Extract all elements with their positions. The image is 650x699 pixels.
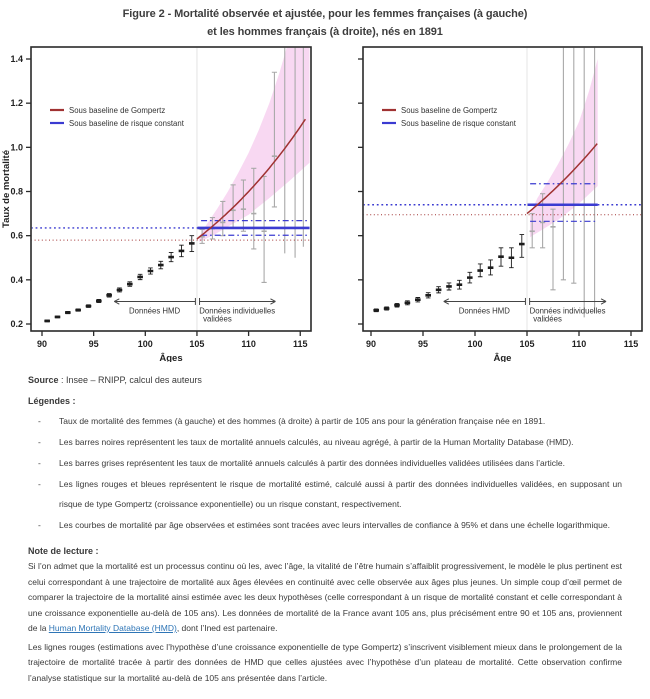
y-tick-label: 0.6 <box>10 231 23 241</box>
legend-constant-label: Sous baseline de risque constant <box>69 119 185 128</box>
charts-row: 90 95 100 105 110 115 Âges 0.2 0.4 0.6 0.8 1.0 1.2 1.… <box>0 44 650 367</box>
x-tick-label: 95 <box>418 339 428 349</box>
legend-item: Taux de mortalité des femmes (à gauche) … <box>28 411 622 431</box>
validees-label: validées <box>533 314 562 323</box>
x-axis: 90 95 100 105 110 115 Âge <box>366 331 639 364</box>
y-axis: 0.2 0.4 0.6 0.8 1.0 1.2 1.4 Taux de mortalité <box>1 54 31 329</box>
hmd-series <box>373 234 525 313</box>
chart-femmes: 90 95 100 105 110 115 Âges 0.2 0.4 0.6 0.8 1.0 1.2 1.… <box>0 44 330 367</box>
x-tick-label: 100 <box>138 339 153 349</box>
y-tick-label: 1.2 <box>10 98 23 108</box>
validees-label: validées <box>203 314 232 323</box>
legend-constant-label: Sous baseline de risque constant <box>401 119 517 128</box>
confidence-band <box>199 47 310 242</box>
gompertz-curve <box>526 143 598 215</box>
legend-gompertz-label: Sous baseline de Gompertz <box>69 106 165 115</box>
legend-item: Les courbes de mortalité par âge observé… <box>28 515 622 535</box>
x-tick-label: 115 <box>624 339 639 349</box>
figure-title: Figure 2 - Mortalité observée et ajustée… <box>0 0 650 41</box>
chart-legend: Sous baseline de Gompertz Sous baseline d… <box>382 106 517 128</box>
caption-block: Source : Insee – RNIPP, calcul des auteu… <box>0 375 650 686</box>
legend-item: Les barres noires représentent les taux … <box>28 432 622 452</box>
donnees-individuelles-label: Données individuelles <box>530 306 606 315</box>
y-tick-label: 0.2 <box>10 319 23 329</box>
gompertz-curve <box>196 118 307 240</box>
hmd-series <box>44 235 195 323</box>
y-axis <box>358 58 363 325</box>
hmd-link[interactable]: Human Mortality Database (HMD) <box>48 623 177 633</box>
x-tick-label: 90 <box>366 339 376 349</box>
chart-legend: Sous baseline de Gompertz Sous baseline d… <box>50 106 185 128</box>
y-tick-label: 1.4 <box>10 54 23 64</box>
note-heading: Note de lecture : <box>28 546 99 556</box>
legend-item: Les lignes rouges et bleues représentent… <box>28 474 622 514</box>
x-axis: 90 95 100 105 110 115 Âges <box>37 331 308 364</box>
x-tick-label: 95 <box>89 339 99 349</box>
y-tick-label: 0.8 <box>10 187 23 197</box>
source-line: Source : Insee – RNIPP, calcul des auteu… <box>28 375 622 385</box>
figure-title-line2: et les hommes français (à droite), nés e… <box>207 26 443 38</box>
legend-gompertz-label: Sous baseline de Gompertz <box>401 106 497 115</box>
x-axis-title: Âges <box>159 352 182 362</box>
plot-frame <box>30 46 312 332</box>
legends-heading: Légendes : <box>28 396 76 406</box>
note-p1-post: , dont l’Ined est partenaire. <box>176 623 278 633</box>
x-tick-label: 110 <box>241 339 256 349</box>
y-axis-title: Taux de mortalité <box>1 150 12 228</box>
source-label: Source <box>28 375 59 385</box>
x-tick-label: 115 <box>293 339 308 349</box>
confidence-band <box>530 59 598 238</box>
plot-data <box>363 47 642 331</box>
x-axis-title: Âge <box>494 352 512 362</box>
plot-frame <box>362 46 643 332</box>
chart-hommes: 90 95 100 105 110 115 Âge Sous baseline de Gomp… <box>330 44 650 367</box>
y-tick-label: 1.0 <box>10 142 23 152</box>
x-tick-label: 100 <box>467 339 482 349</box>
validated-series <box>529 47 596 318</box>
x-tick-label: 110 <box>572 339 587 349</box>
figure-title-line1: Figure 2 - Mortalité observée et ajustée… <box>122 8 528 20</box>
source-text: : Insee – RNIPP, calcul des auteurs <box>58 375 202 385</box>
donnees-hmd-label: Données HMD <box>129 306 181 315</box>
annotation-arrows <box>114 297 276 305</box>
chart-svg-hommes: 90 95 100 105 110 115 Âge Sous baseline de Gomp… <box>358 46 643 364</box>
note-p1-pre: Si l’on admet que la mortalité est un pr… <box>28 561 622 633</box>
donnees-hmd-label: Données HMD <box>459 306 511 315</box>
annotation-arrows <box>443 297 607 305</box>
donnees-individuelles-label: Données individuelles <box>199 306 275 315</box>
y-tick-label: 0.4 <box>10 275 23 285</box>
note-paragraph-1: Si l’on admet que la mortalité est un pr… <box>28 559 622 637</box>
plot-data <box>31 47 311 331</box>
note-paragraph-2: Les lignes rouges (estimations avec l’hy… <box>28 641 622 683</box>
x-tick-label: 105 <box>519 339 534 349</box>
legend-item: Les barres grises représentent les taux … <box>28 453 622 473</box>
chart-svg-femmes: 90 95 100 105 110 115 Âges 0.2 0.4 0.6 0.8 1.0 1.2 1.… <box>1 46 312 364</box>
x-tick-label: 105 <box>189 339 204 349</box>
x-tick-label: 90 <box>37 339 47 349</box>
legends-list: Taux de mortalité des femmes (à gauche) … <box>28 411 622 535</box>
